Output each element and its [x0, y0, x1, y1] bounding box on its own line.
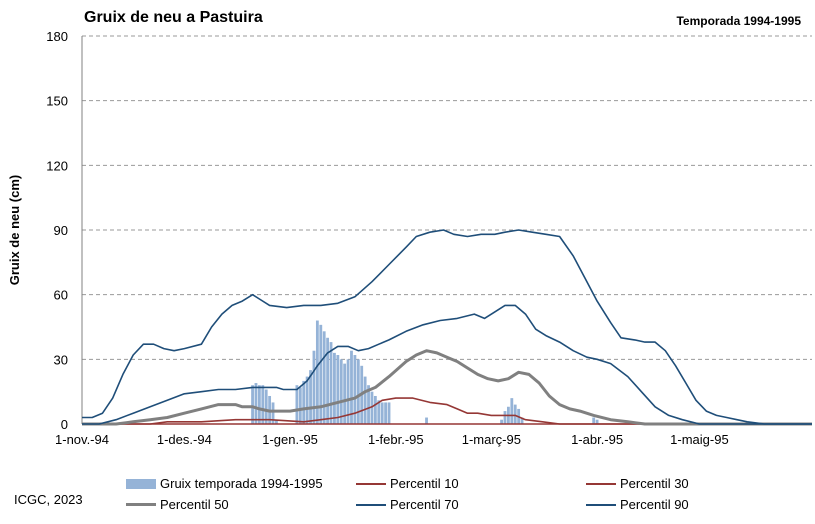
snow-depth-bar: [257, 385, 261, 424]
snow-depth-bar: [251, 385, 254, 424]
x-tick-label: 1-abr.-95: [571, 432, 623, 447]
snow-depth-bar: [295, 385, 299, 424]
snow-depth-bar: [377, 400, 381, 424]
snow-depth-bar: [254, 383, 258, 424]
snow-depth-bar: [503, 411, 507, 424]
snow-depth-bar: [333, 352, 336, 424]
series-line-percentil-50: [82, 349, 812, 426]
snow-depth-bar: [520, 417, 524, 424]
snow-depth-bar: [425, 417, 428, 424]
y-tick-label: 90: [54, 223, 68, 238]
y-tick-label: 180: [46, 29, 68, 44]
snow-depth-bar: [261, 385, 265, 424]
credit-text: ICGC, 2023: [14, 492, 83, 507]
snow-depth-bar: [339, 359, 343, 424]
snow-depth-bar: [387, 402, 391, 424]
x-tick-label: 1-març-95: [462, 432, 521, 447]
snow-depth-bar: [367, 385, 370, 424]
snow-depth-bar: [500, 419, 503, 424]
series-line-percentil-70: [82, 304, 812, 425]
snow-depth-bar: [271, 402, 275, 424]
snow-depth-bar: [592, 417, 596, 424]
snow-depth-bar: [309, 370, 312, 424]
snow-depth-bar: [353, 355, 357, 424]
snow-depth-bar: [363, 376, 367, 424]
snow-depth-bar: [356, 359, 360, 424]
snow-depth-bar: [315, 320, 319, 424]
snow-depth-bar: [319, 324, 323, 424]
series-line-percentil-30: [82, 397, 812, 425]
snow-depth-bar: [350, 350, 353, 424]
snow-depth-bar: [322, 331, 326, 424]
chart-title: Gruix de neu a Pastuira: [84, 9, 263, 26]
snow-depth-bar: [346, 359, 350, 424]
y-axis-label: Gruix de neu (cm): [7, 175, 22, 286]
snow-depth-bar: [326, 337, 330, 424]
snow-depth-bar: [510, 398, 514, 424]
snow-depth-bar: [513, 404, 517, 424]
y-tick-label: 0: [61, 417, 68, 432]
x-tick-label: 1-maig-95: [670, 432, 729, 447]
snow-depth-bar: [312, 350, 316, 424]
snow-depth-bar: [305, 376, 309, 424]
snow-depth-bar: [343, 363, 347, 424]
snow-depth-bar: [302, 380, 306, 424]
x-tick-label: 1-des.-94: [157, 432, 212, 447]
snow-depth-bar: [384, 402, 388, 424]
y-tick-label: 60: [54, 288, 68, 303]
y-tick-label: 120: [46, 158, 68, 173]
snow-depth-bar: [380, 402, 384, 424]
series-line-percentil-90: [82, 229, 812, 425]
x-tick-label: 1-febr.-95: [368, 432, 424, 447]
snow-depth-bar: [275, 419, 278, 424]
snow-depth-bar: [370, 391, 374, 424]
x-tick-label: 1-nov.-94: [55, 432, 109, 447]
y-tick-label: 150: [46, 94, 68, 109]
snow-depth-bar: [329, 342, 333, 424]
chart-subtitle: Temporada 1994-1995: [676, 14, 801, 28]
snow-depth-bar: [298, 387, 302, 424]
snow-depth-bar: [336, 355, 340, 424]
x-tick-label: 1-gen.-95: [262, 432, 318, 447]
y-tick-label: 30: [54, 352, 68, 367]
snow-depth-bar: [595, 419, 599, 424]
snow-depth-bar: [373, 395, 377, 424]
snow-depth-bar: [264, 389, 268, 424]
